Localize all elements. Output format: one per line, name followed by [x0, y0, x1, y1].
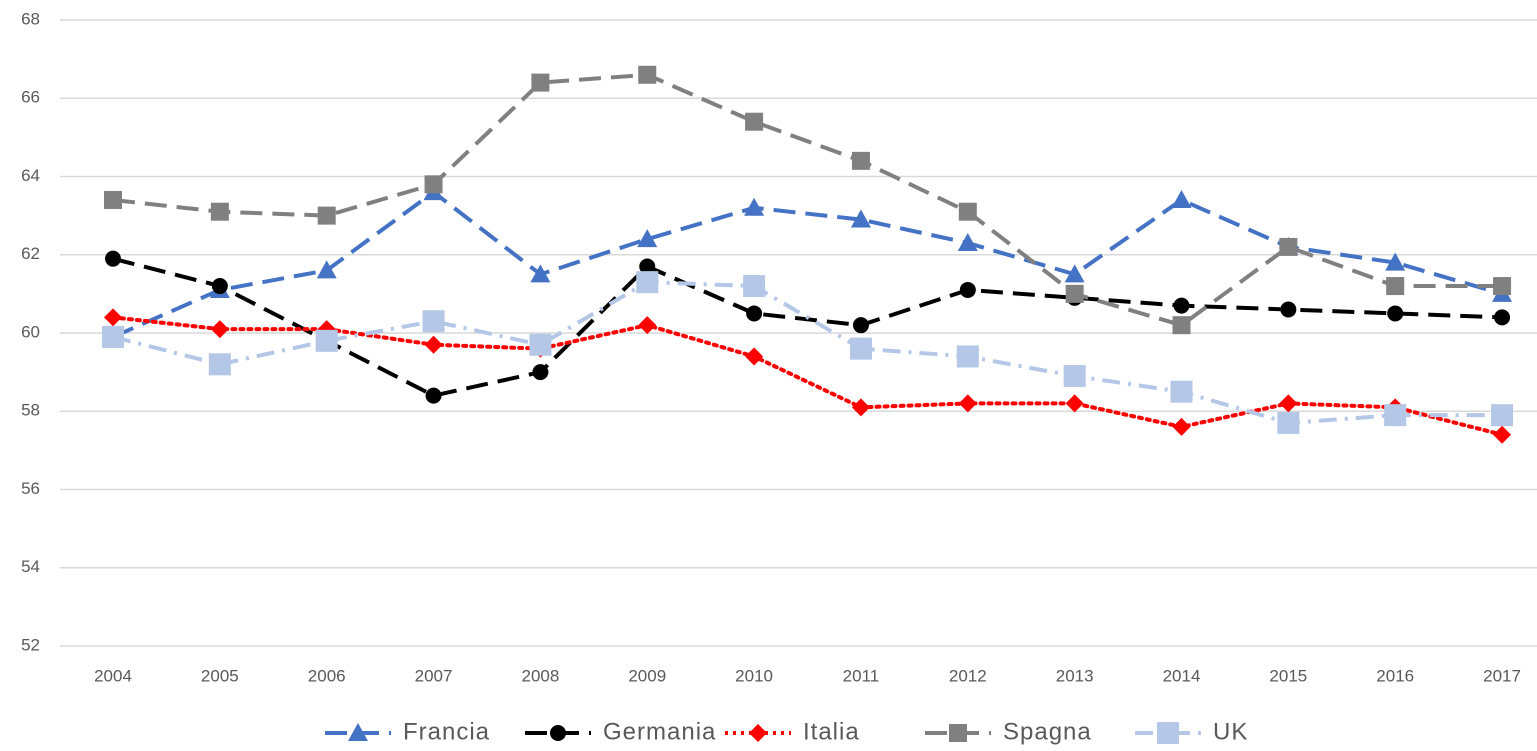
- data-point: [1493, 425, 1512, 444]
- data-point: [1494, 309, 1511, 326]
- data-point: [211, 278, 228, 295]
- data-point: [210, 320, 229, 339]
- data-point: [1065, 394, 1084, 413]
- data-point: [1277, 411, 1300, 434]
- x-tick-label: 2014: [1163, 666, 1201, 685]
- data-point: [315, 329, 338, 352]
- data-point: [105, 250, 121, 267]
- x-tick-label: 2005: [201, 666, 239, 685]
- data-point: [1172, 316, 1191, 335]
- data-point: [1172, 417, 1191, 436]
- x-tick-label: 2017: [1483, 666, 1521, 685]
- data-point: [316, 260, 337, 279]
- data-point: [851, 398, 870, 417]
- data-point: [958, 394, 977, 413]
- data-point: [958, 202, 977, 221]
- series-line: [112, 72, 1503, 328]
- y-tick-label: 64: [21, 166, 40, 185]
- data-point: [851, 151, 870, 170]
- series-line: [112, 280, 1503, 426]
- x-tick-label: 2007: [415, 666, 453, 685]
- data-point: [104, 190, 122, 209]
- data-point: [422, 310, 445, 333]
- legend-label: UK: [1213, 718, 1248, 745]
- x-tick-label: 2012: [949, 666, 987, 685]
- data-point: [637, 229, 658, 248]
- data-point: [957, 233, 978, 252]
- x-tick-label: 2006: [308, 666, 346, 685]
- data-point: [744, 197, 765, 216]
- x-tick-label: 2010: [735, 666, 773, 685]
- data-point: [850, 209, 871, 228]
- data-point: [531, 73, 550, 92]
- data-point: [1385, 252, 1406, 271]
- data-point: [424, 335, 443, 354]
- data-point: [1491, 404, 1514, 427]
- y-tick-label: 58: [21, 401, 40, 420]
- data-point: [1173, 297, 1190, 314]
- data-point: [636, 271, 659, 294]
- data-point: [102, 325, 124, 348]
- data-point: [1384, 404, 1407, 427]
- y-tick-label: 68: [21, 9, 40, 28]
- data-point: [1493, 277, 1512, 296]
- y-tick-label: 62: [21, 244, 40, 263]
- data-point: [1279, 237, 1298, 256]
- data-point: [745, 112, 764, 131]
- data-point: [1387, 305, 1404, 322]
- data-point: [743, 275, 766, 298]
- data-point: [104, 308, 122, 327]
- data-point: [849, 337, 872, 360]
- x-tick-label: 2011: [843, 666, 880, 685]
- data-point: [639, 258, 656, 275]
- data-point: [1064, 264, 1085, 283]
- legend-label: Francia: [403, 718, 490, 745]
- data-point: [746, 305, 763, 322]
- data-point: [956, 345, 979, 368]
- legend-marker: [949, 724, 967, 742]
- data-point: [638, 65, 657, 84]
- y-tick-label: 56: [21, 479, 40, 498]
- data-point: [425, 387, 442, 404]
- legend-label: Germania: [603, 718, 716, 745]
- x-tick-label: 2016: [1376, 666, 1414, 685]
- data-point: [208, 353, 231, 376]
- legend-marker: [1157, 722, 1179, 744]
- data-point: [1280, 301, 1297, 318]
- series-line: [111, 315, 1505, 437]
- data-point: [210, 202, 229, 221]
- data-point: [317, 206, 336, 225]
- x-tick-label: 2015: [1269, 666, 1307, 685]
- x-tick-label: 2009: [628, 666, 666, 685]
- y-tick-label: 60: [21, 322, 40, 341]
- data-point: [1063, 365, 1086, 388]
- legend-marker: [550, 725, 566, 741]
- legend-marker: [348, 723, 368, 741]
- data-point: [1065, 284, 1084, 303]
- data-point: [638, 316, 657, 335]
- legend-label: Italia: [803, 718, 860, 745]
- y-tick-label: 54: [21, 557, 40, 576]
- data-point: [532, 364, 549, 381]
- y-tick-label: 52: [21, 635, 40, 654]
- data-point: [1171, 189, 1192, 208]
- data-point: [529, 333, 552, 356]
- legend-marker: [749, 724, 767, 742]
- data-point: [1170, 380, 1193, 403]
- x-tick-label: 2008: [521, 666, 559, 685]
- x-tick-label: 2004: [94, 666, 132, 685]
- series-line: [112, 189, 1503, 339]
- data-point: [1279, 394, 1298, 413]
- data-point: [745, 347, 764, 366]
- legend-label: Spagna: [1003, 718, 1092, 745]
- data-point: [424, 175, 443, 194]
- data-point: [852, 317, 869, 334]
- data-point: [959, 281, 976, 298]
- data-point: [530, 264, 551, 283]
- data-point: [1386, 277, 1405, 296]
- x-tick-label: 2013: [1056, 666, 1094, 685]
- y-tick-label: 66: [21, 88, 40, 107]
